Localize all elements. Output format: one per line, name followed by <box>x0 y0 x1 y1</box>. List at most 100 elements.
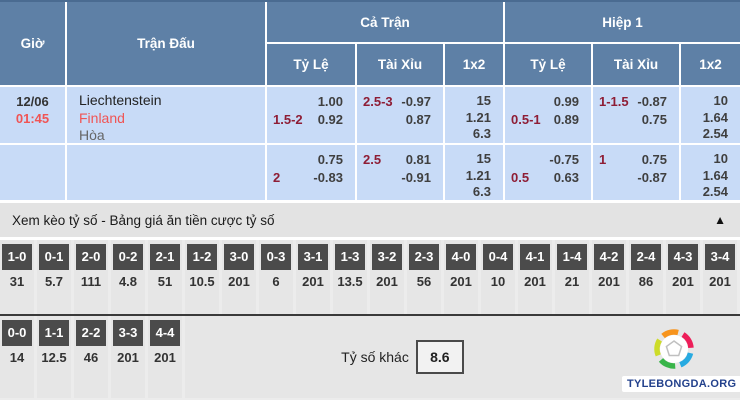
football-logo-icon <box>654 329 694 369</box>
score-bet-cell[interactable]: 0-4 10 <box>481 240 515 314</box>
match-teams-cell <box>67 145 265 200</box>
score-bet-cell[interactable]: 4-0 201 <box>444 240 478 314</box>
score-badge: 2-2 <box>76 320 106 346</box>
score-badge: 2-1 <box>150 244 180 270</box>
odds-value: 1.00 <box>317 94 343 109</box>
score-badge: 0-1 <box>39 244 69 270</box>
score-bet-cell[interactable]: 2-3 56 <box>407 240 441 314</box>
odds-value: 0.75 <box>641 152 667 167</box>
odds-value: 1.64 <box>702 167 728 183</box>
odds-cell-h1-over-under[interactable]: 1-1.5 -0.87 0.75 <box>593 87 679 143</box>
score-odds-value: 6 <box>272 274 280 289</box>
odds-value: 0.81 <box>405 152 431 167</box>
away-team-link[interactable]: Finland <box>79 109 125 126</box>
odds-value: 0.89 <box>553 111 579 127</box>
handicap-value: 0.5 <box>511 169 530 185</box>
score-bet-cell[interactable]: 3-4 201 <box>703 240 737 314</box>
score-bet-cell[interactable]: 1-4 21 <box>555 240 589 314</box>
score-cells-row-2: 0-0 14 1-1 12.5 2-2 46 3-3 <box>0 316 185 398</box>
other-score-odds-box[interactable]: 8.6 <box>415 340 464 374</box>
score-bet-cell[interactable]: 0-0 14 <box>0 316 34 398</box>
score-odds-value: 46 <box>83 350 99 365</box>
score-odds-value: 86 <box>638 274 654 289</box>
score-badge: 2-0 <box>76 244 106 270</box>
score-row-1: 1-0 31 0-1 5.7 2-0 111 0-2 <box>0 240 740 314</box>
score-odds-value: 201 <box>598 274 620 289</box>
score-bet-cell[interactable]: 3-3 201 <box>111 316 145 398</box>
score-badge: 3-3 <box>113 320 143 346</box>
odds-value: 10 <box>713 93 728 108</box>
home-team-link[interactable]: Liechtenstein <box>79 92 162 108</box>
score-badge: 1-3 <box>335 244 365 270</box>
score-badge: 3-4 <box>705 244 735 270</box>
score-bet-cell[interactable]: 1-0 31 <box>0 240 34 314</box>
group-header-full-match: Cả Trận <box>267 2 503 42</box>
score-odds-toggle-bar[interactable]: Xem kèo tỷ số - Bảng giá ăn tiền cược tỷ… <box>0 203 740 237</box>
site-logo[interactable]: TYLEBONGDA.ORG <box>622 326 740 392</box>
odds-value: -0.91 <box>401 169 431 185</box>
score-bet-cell[interactable]: 4-2 201 <box>592 240 626 314</box>
score-bet-cell[interactable]: 2-0 111 <box>74 240 108 314</box>
score-row-2: 0-0 14 1-1 12.5 2-2 46 3-3 <box>0 316 740 398</box>
handicap-value: 2.5-3 <box>363 94 393 109</box>
odds-cell-h1-handicap[interactable]: 0.99 0.5-1 0.89 <box>505 87 591 143</box>
score-badge: 2-4 <box>631 244 661 270</box>
score-bet-cell[interactable]: 2-2 46 <box>74 316 108 398</box>
score-bet-cell[interactable]: 4-3 201 <box>666 240 700 314</box>
odds-value: 15 <box>476 93 491 108</box>
odds-value: 6.3 <box>472 126 491 141</box>
score-odds-value: 21 <box>564 274 580 289</box>
odds-value: 0.75 <box>317 152 343 167</box>
score-bet-cell[interactable]: 1-2 10.5 <box>185 240 219 314</box>
score-odds-value: 201 <box>524 274 546 289</box>
score-bet-cell[interactable]: 1-1 12.5 <box>37 316 71 398</box>
score-bet-cell[interactable]: 2-1 51 <box>148 240 182 314</box>
brand-name: TYLEBONGDA.ORG <box>622 376 740 392</box>
odds-cell-ft-handicap[interactable]: 1.00 1.5-2 0.92 <box>267 87 355 143</box>
score-bet-cell[interactable]: 3-1 201 <box>296 240 330 314</box>
odds-cell-h1-over-under[interactable]: 1 0.75 -0.87 <box>593 145 679 200</box>
score-badge: 1-0 <box>2 244 32 270</box>
score-badge: 2-3 <box>409 244 439 270</box>
score-odds-value: 201 <box>117 350 139 365</box>
other-score-label: Tỷ số khác <box>341 349 409 365</box>
draw-label: Hòa <box>79 127 105 143</box>
odds-value: 0.99 <box>553 94 579 109</box>
collapse-arrow-icon[interactable]: ▲ <box>714 213 726 227</box>
odds-value: 1.64 <box>702 109 728 125</box>
odds-value: 0.92 <box>317 111 343 127</box>
score-badge: 4-1 <box>520 244 550 270</box>
odds-cell-h1-handicap[interactable]: -0.75 0.5 0.63 <box>505 145 591 200</box>
score-bet-cell[interactable]: 2-4 86 <box>629 240 663 314</box>
score-odds-value: 4.8 <box>118 274 138 289</box>
score-odds-value: 201 <box>672 274 694 289</box>
handicap-value: 1-1.5 <box>599 94 629 109</box>
score-badge: 4-2 <box>594 244 624 270</box>
score-badge: 0-3 <box>261 244 291 270</box>
score-bet-cell[interactable]: 3-2 201 <box>370 240 404 314</box>
handicap-value: 1.5-2 <box>273 111 303 127</box>
score-odds-value: 12.5 <box>41 350 67 365</box>
score-bet-cell[interactable]: 4-4 201 <box>148 316 182 398</box>
score-badge: 1-4 <box>557 244 587 270</box>
score-bet-cell[interactable]: 0-1 5.7 <box>37 240 71 314</box>
score-odds-value: 201 <box>302 274 324 289</box>
col-header-h1-over-under: Tài Xỉu <box>593 44 679 85</box>
odds-value: 0.63 <box>553 169 579 185</box>
odds-cell-ft-over-under[interactable]: 2.5-3 -0.97 0.87 <box>357 87 443 143</box>
score-bet-cell[interactable]: 0-3 6 <box>259 240 293 314</box>
score-bet-cell[interactable]: 1-3 13.5 <box>333 240 367 314</box>
odds-cell-ft-1x2[interactable]: 15 1.21 6.3 <box>445 87 503 143</box>
odds-value: 6.3 <box>472 184 491 199</box>
odds-cell-ft-1x2[interactable]: 15 1.21 6.3 <box>445 145 503 200</box>
odds-cell-h1-1x2[interactable]: 10 1.64 2.54 <box>681 87 740 143</box>
odds-cell-ft-handicap[interactable]: 0.75 2 -0.83 <box>267 145 355 200</box>
odds-cell-h1-1x2[interactable]: 10 1.64 2.54 <box>681 145 740 200</box>
score-badge: 4-0 <box>446 244 476 270</box>
score-bet-cell[interactable]: 4-1 201 <box>518 240 552 314</box>
odds-cell-ft-over-under[interactable]: 2.5 0.81 -0.91 <box>357 145 443 200</box>
score-bet-cell[interactable]: 0-2 4.8 <box>111 240 145 314</box>
odds-value: -0.83 <box>313 169 343 185</box>
score-bet-cell[interactable]: 3-0 201 <box>222 240 256 314</box>
